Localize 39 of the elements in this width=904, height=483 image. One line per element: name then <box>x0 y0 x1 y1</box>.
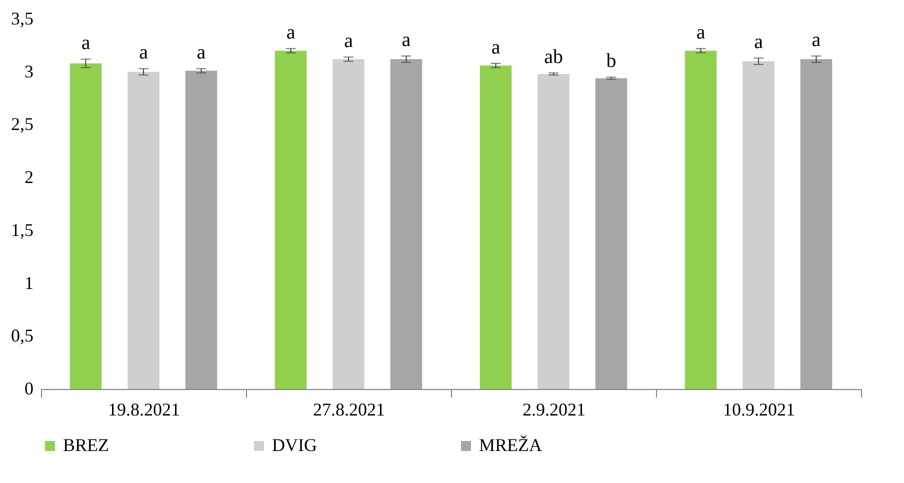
bar <box>538 74 570 389</box>
bar <box>274 50 307 389</box>
bar <box>332 59 364 389</box>
bar <box>185 70 218 389</box>
bar <box>800 59 832 389</box>
data-label: a <box>491 36 500 58</box>
data-label: a <box>81 32 90 54</box>
data-label: a <box>196 42 206 64</box>
legend-label: BREZ <box>63 435 110 455</box>
legend-label: MREŽA <box>479 435 542 455</box>
bar <box>70 63 102 389</box>
data-label: ab <box>544 46 563 68</box>
data-label: a <box>286 22 296 44</box>
legend-label: DVIG <box>272 435 317 455</box>
x-tick-label: 27.8.2021 <box>313 400 385 420</box>
data-label: a <box>139 42 148 64</box>
bar <box>595 78 628 389</box>
y-tick-label: 1,5 <box>11 220 34 240</box>
data-label: b <box>606 50 616 72</box>
data-label: a <box>812 29 821 51</box>
bar <box>390 59 422 389</box>
y-tick-label: 0,5 <box>11 326 34 346</box>
data-label: a <box>696 22 706 44</box>
x-tick-label: 19.8.2021 <box>108 400 180 420</box>
bar <box>128 72 160 389</box>
y-tick-label: 2 <box>24 167 34 188</box>
x-tick-label: 2.9.2021 <box>522 400 586 420</box>
y-tick-label: 0 <box>24 378 34 398</box>
y-tick-label: 3 <box>24 61 34 82</box>
data-label: a <box>402 29 411 51</box>
x-tick-label: 10.9.2021 <box>723 400 795 420</box>
y-tick-label: 2,5 <box>11 114 34 134</box>
y-tick-label: 1 <box>24 272 34 293</box>
data-label: a <box>754 31 764 54</box>
bar <box>742 61 774 389</box>
bar <box>684 50 717 389</box>
bar <box>480 66 512 389</box>
y-tick-label: 3,5 <box>11 8 34 28</box>
data-label: a <box>344 30 354 52</box>
